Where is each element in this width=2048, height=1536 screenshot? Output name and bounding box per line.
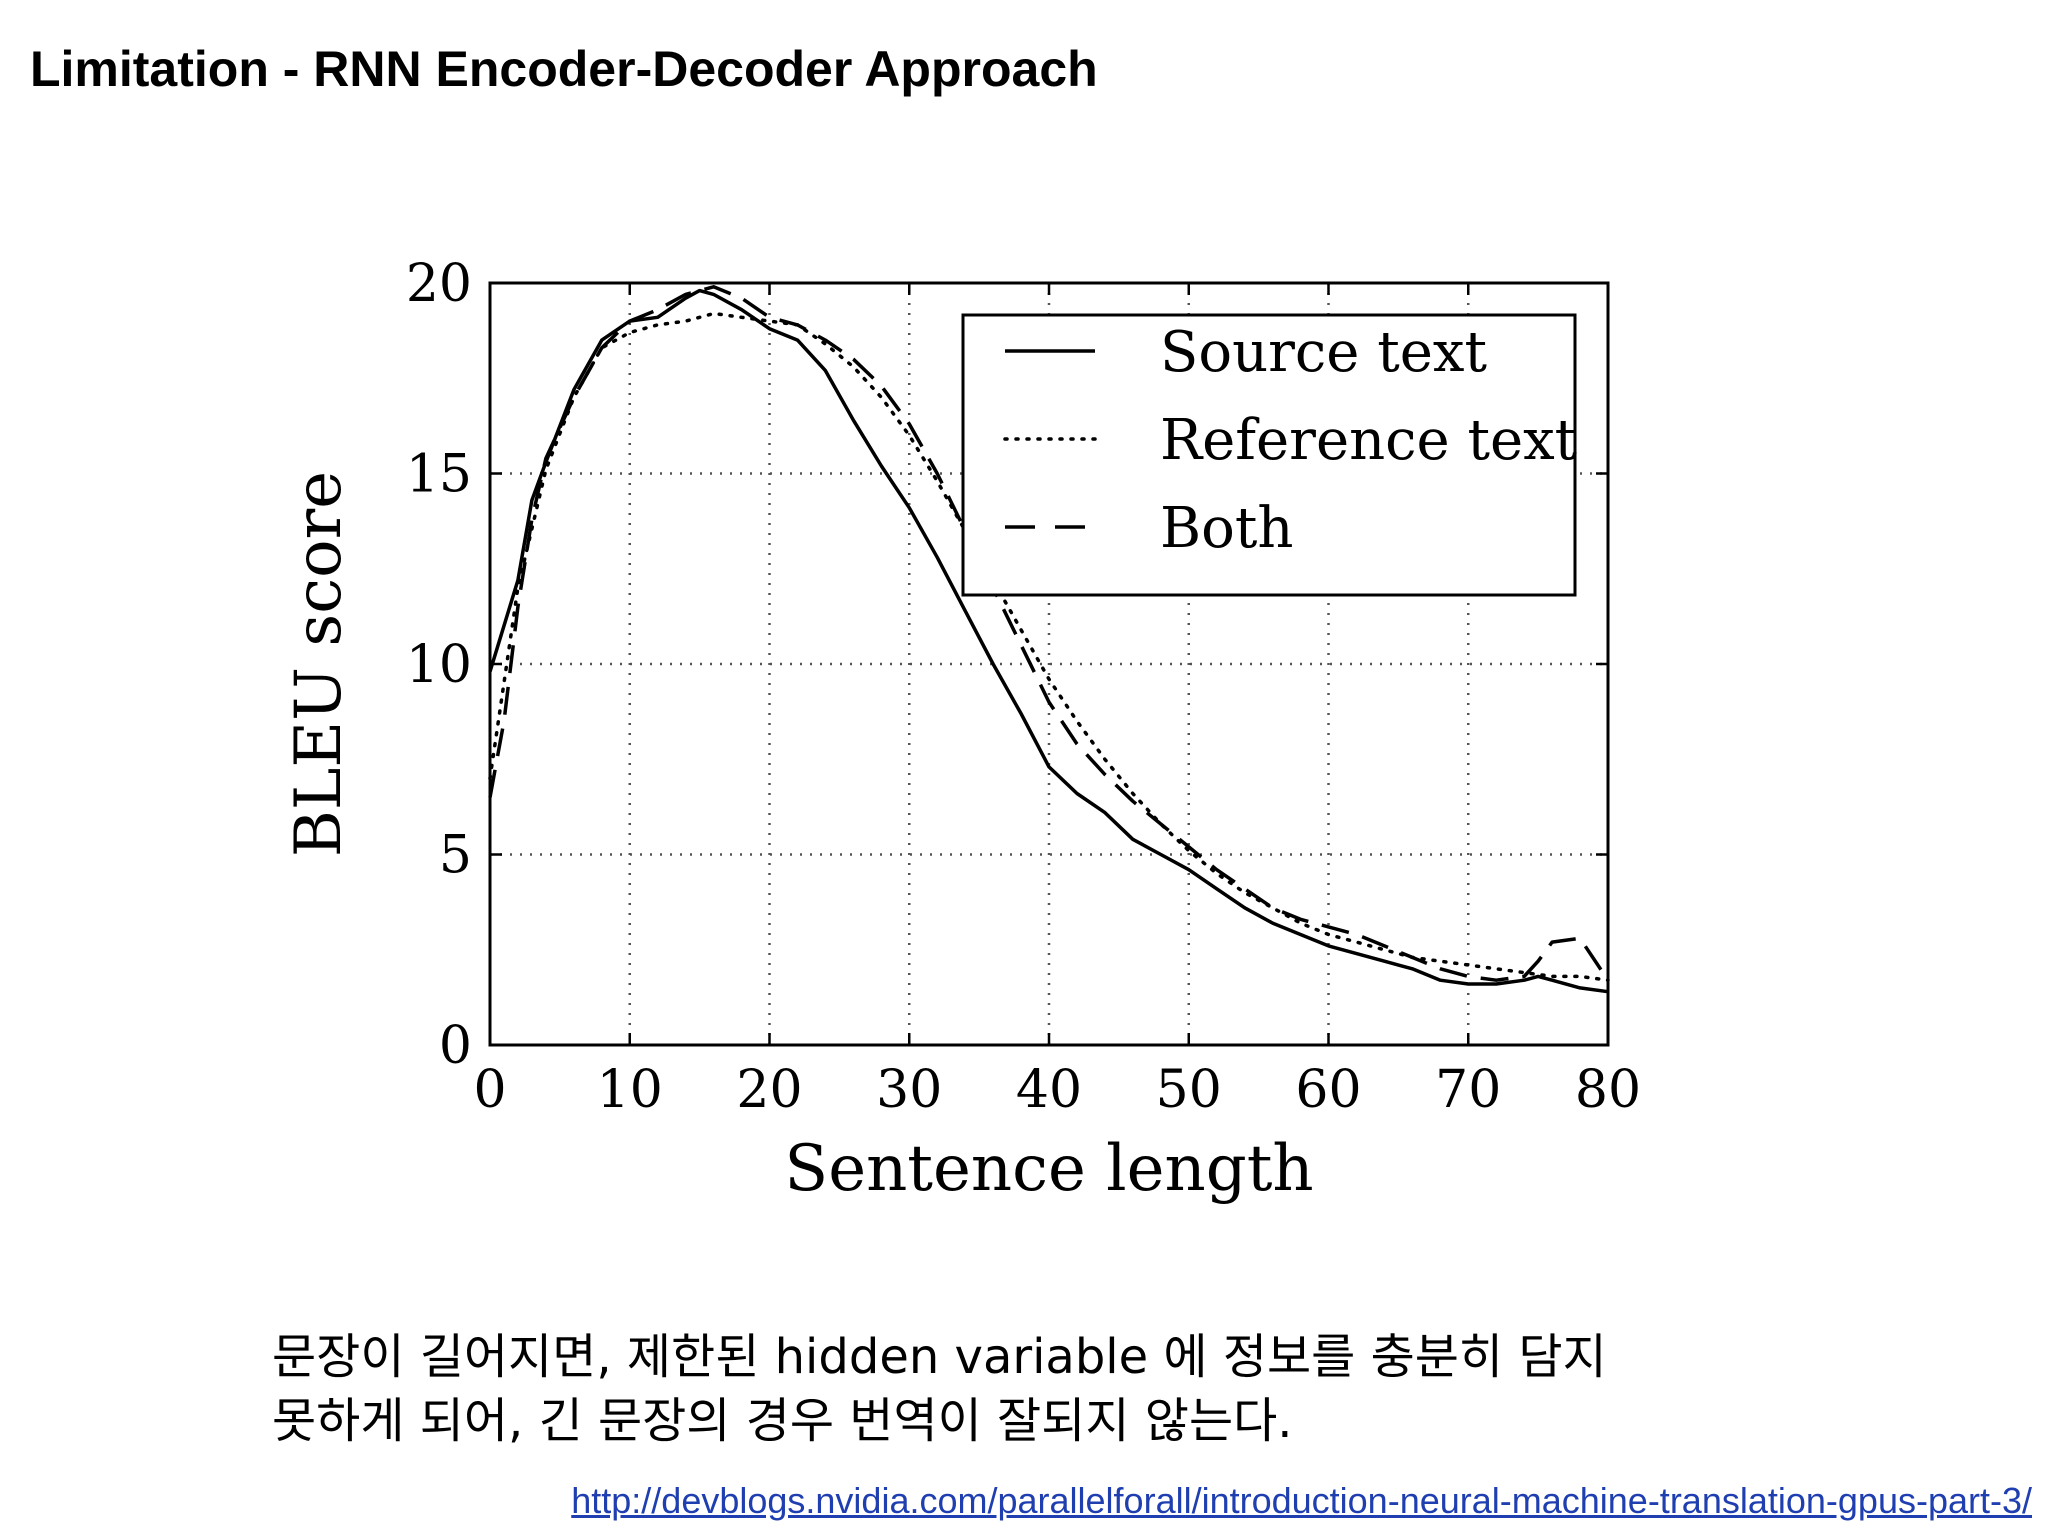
x-tick-label: 50 bbox=[1156, 1060, 1222, 1120]
y-tick-label: 5 bbox=[439, 826, 472, 886]
y-axis-title: BLEU score bbox=[282, 471, 356, 857]
caption-line-1: 문장이 길어지면, 제한된 hidden variable 에 정보를 충분히 … bbox=[272, 1329, 1607, 1385]
y-tick-labels: 0 5 10 15 20 bbox=[406, 254, 472, 1076]
x-tick-label: 70 bbox=[1435, 1060, 1501, 1120]
x-axis-title: Sentence length bbox=[784, 1132, 1313, 1206]
legend-box bbox=[961, 313, 1577, 597]
x-tick-label: 30 bbox=[876, 1060, 942, 1120]
y-tick-label: 0 bbox=[439, 1016, 472, 1076]
legend-label: Both bbox=[1160, 496, 1293, 561]
x-tick-label: 0 bbox=[473, 1060, 506, 1120]
y-tick-label: 10 bbox=[406, 635, 472, 695]
caption-line-2: 못하게 되어, 긴 문장의 경우 번역이 잘되지 않는다. bbox=[272, 1393, 1293, 1449]
bleu-line-chart: 0 10 20 30 40 50 60 70 80 0 5 10 15 20 Sentence leng… bbox=[282, 254, 1641, 1206]
legend: Source text Reference text Both bbox=[961, 313, 1578, 597]
x-tick-label: 20 bbox=[736, 1060, 802, 1120]
series-lines bbox=[488, 285, 1610, 994]
axis-ticks bbox=[488, 281, 1610, 1047]
source-link[interactable]: http://devblogs.nvidia.com/parallelforal… bbox=[571, 1480, 2032, 1521]
x-tick-label: 80 bbox=[1575, 1060, 1641, 1120]
y-tick-label: 20 bbox=[406, 254, 472, 314]
legend-label: Source text bbox=[1160, 320, 1487, 385]
x-tick-label: 60 bbox=[1295, 1060, 1361, 1120]
series-source-text bbox=[488, 288, 1609, 994]
y-tick-label: 15 bbox=[406, 445, 472, 505]
series-reference-text bbox=[488, 311, 1610, 982]
caption: 문장이 길어지면, 제한된 hidden variable 에 정보를 충분히 … bbox=[272, 1325, 1607, 1453]
x-tick-label: 10 bbox=[597, 1060, 663, 1120]
series-both bbox=[488, 285, 1610, 982]
slide-title: Limitation - RNN Encoder-Decoder Approac… bbox=[30, 41, 1098, 97]
x-tick-label: 40 bbox=[1016, 1060, 1082, 1120]
legend-label: Reference text bbox=[1160, 408, 1578, 473]
x-tick-labels: 0 10 20 30 40 50 60 70 80 bbox=[473, 1060, 1641, 1120]
